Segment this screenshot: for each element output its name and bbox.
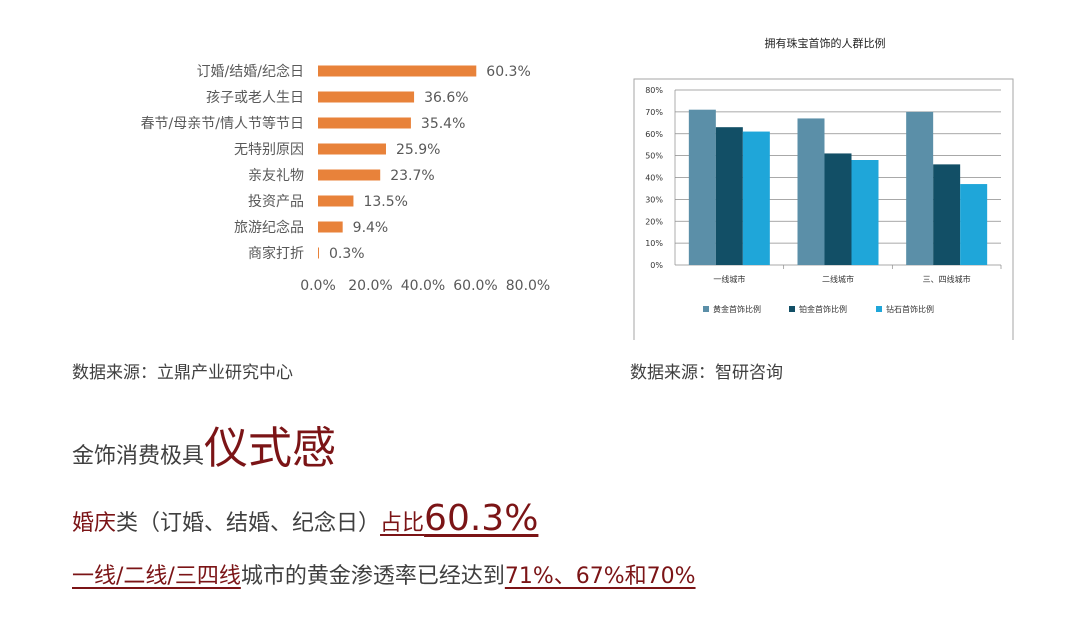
value-label: 25.9% (396, 142, 440, 158)
y-tick-label: 20% (645, 217, 663, 226)
chart-title: 拥有珠宝首饰的人群比例 (765, 36, 886, 50)
x-category-label: 三、四线城市 (923, 274, 971, 284)
headline: 金饰消费极具仪式感 (72, 412, 336, 476)
legend-swatch (703, 306, 709, 312)
y-tick-label: 70% (645, 108, 663, 117)
category-label: 无特别原因 (234, 142, 304, 158)
bar (318, 91, 415, 103)
source-left: 数据来源：立鼎产业研究中心 (72, 363, 293, 383)
y-tick-label: 10% (645, 239, 663, 248)
source-right: 数据来源：智研咨询 (630, 363, 783, 383)
bar (318, 65, 477, 77)
value-label: 60.3% (486, 64, 530, 80)
y-tick-label: 30% (645, 195, 663, 204)
ownership-column-chart: 拥有珠宝首饰的人群比例 0% 10% 20% 30% 40% 50% 60% 70% 80% 一… (633, 36, 1014, 340)
share-value: 60.3% (424, 498, 539, 539)
column (906, 111, 934, 265)
value-label: 35.4% (421, 116, 465, 132)
value-label: 23.7% (390, 168, 434, 184)
bar (318, 195, 354, 207)
wedding-label: 婚庆 (72, 511, 117, 536)
x-category-label: 二线城市 (822, 274, 854, 284)
headline-emphasis: 仪式感 (204, 423, 337, 474)
bar (318, 117, 411, 129)
category-label: 投资产品 (248, 194, 304, 210)
category-label: 孩子或老人生日 (206, 90, 304, 106)
penetration-values: 71%、67%和70% (504, 564, 696, 589)
penetration-text: 城市的黄金渗透率已经达到 (240, 564, 505, 589)
value-label: 9.4% (353, 220, 389, 236)
chart-frame (633, 78, 1014, 340)
x-tick-label: 60.0% (453, 278, 497, 294)
bar (318, 247, 319, 259)
legend-swatch (876, 306, 882, 312)
purpose-bar-chart: 订婚/结婚/纪念日孩子或老人生日春节/母亲节/情人节等节日无特别原因亲友礼物投资… (141, 63, 551, 294)
legend-label: 铂金首饰比例 (799, 304, 847, 314)
value-label: 36.6% (424, 90, 468, 106)
column (715, 127, 743, 265)
category-label: 商家打折 (248, 245, 304, 262)
column (742, 131, 770, 265)
x-tick-label: 20.0% (348, 278, 392, 294)
category-label: 旅游纪念品 (234, 219, 304, 236)
wedding-share-line: 婚庆类（订婚、结婚、纪念日）占比60.3% (72, 498, 538, 539)
column (824, 153, 852, 265)
x-tick-label: 0.0% (300, 278, 336, 294)
wedding-detail: 类（订婚、结婚、纪念日） (116, 511, 381, 536)
column (933, 164, 961, 265)
bar (318, 169, 381, 181)
penetration-line: 一线/二线/三四线城市的黄金渗透率已经达到71%、67%和70% (72, 558, 696, 590)
x-category-label: 一线城市 (713, 274, 745, 284)
column (688, 109, 716, 265)
y-tick-label: 60% (645, 130, 663, 139)
headline-prefix: 金饰消费极具 (72, 444, 205, 469)
category-label: 春节/母亲节/情人节等节日 (141, 115, 304, 132)
y-tick-label: 50% (645, 152, 663, 161)
value-label: 0.3% (329, 246, 365, 262)
column (960, 184, 988, 265)
legend-label: 黄金首饰比例 (713, 304, 761, 314)
bar (318, 221, 343, 233)
bar (318, 143, 386, 155)
y-tick-label: 80% (645, 86, 663, 95)
column (851, 160, 879, 265)
value-label: 13.5% (363, 194, 407, 210)
city-tiers: 一线/二线/三四线 (72, 564, 241, 589)
category-label: 亲友礼物 (248, 168, 304, 184)
category-label: 订婚/结婚/纪念日 (197, 63, 304, 80)
x-tick-label: 80.0% (506, 278, 550, 294)
share-label: 占比 (380, 511, 425, 536)
x-tick-label: 40.0% (401, 278, 445, 294)
legend-label: 钻石首饰比例 (886, 304, 934, 314)
y-tick-label: 0% (650, 261, 663, 270)
y-tick-label: 40% (645, 174, 663, 183)
legend-swatch (789, 306, 795, 312)
column (797, 118, 825, 265)
